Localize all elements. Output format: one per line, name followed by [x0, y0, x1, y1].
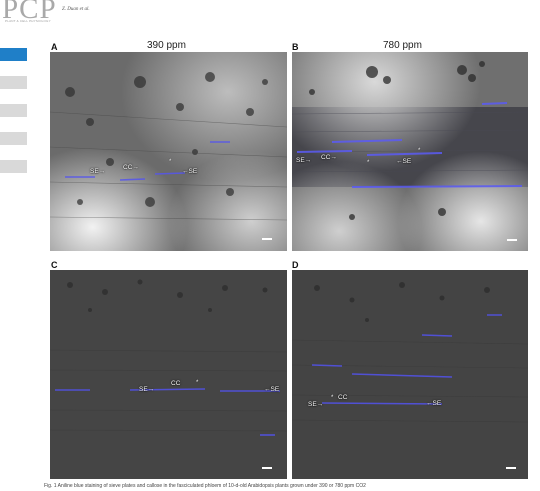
sidebar-tab-2[interactable] — [0, 76, 27, 89]
figure-caption: Fig. 1 Aniline blue staining of sieve pl… — [44, 483, 366, 489]
star-marker: * — [169, 159, 172, 165]
label-cc: CC→ — [123, 164, 139, 171]
sidebar — [0, 48, 27, 188]
sidebar-tab-5[interactable] — [0, 160, 27, 173]
micrograph-d-image — [292, 270, 528, 479]
panel-letter-a: A — [51, 42, 58, 52]
micrograph-c-image — [50, 270, 287, 479]
label-cc: CC — [171, 380, 181, 387]
sidebar-tab-3[interactable] — [0, 104, 27, 117]
panel-letter-c: C — [51, 260, 58, 270]
sidebar-tab-1[interactable] — [0, 48, 27, 61]
running-header-authors: Z. Duan et al. — [62, 7, 90, 12]
column-label-780: 780 ppm — [383, 40, 422, 51]
micrograph-panel-d: SE→ CC ←SE * — [292, 270, 528, 479]
label-se-left: SE→ — [139, 386, 155, 393]
panel-letter-d: D — [292, 260, 299, 270]
star-marker: * — [331, 395, 334, 401]
column-label-390: 390 ppm — [147, 40, 186, 51]
scale-bar — [262, 467, 272, 469]
micrograph-panel-c: SE→ CC ←SE * — [50, 270, 287, 479]
micrograph-a-image — [50, 52, 287, 251]
label-se-left: SE→ — [296, 157, 312, 164]
star-marker: * — [196, 380, 199, 386]
label-se-left: SE→ — [90, 168, 106, 175]
label-se-right: ←SE — [396, 158, 412, 165]
micrograph-panel-b: SE→ CC→ ←SE * * — [292, 52, 528, 251]
journal-logo: PCP PLANT & CELL PHYSIOLOGY — [2, 0, 64, 25]
scale-bar — [262, 238, 272, 240]
label-cc: CC→ — [321, 154, 337, 161]
panel-letter-b: B — [292, 42, 299, 52]
scale-bar — [506, 467, 516, 469]
label-cc: CC — [338, 394, 348, 401]
star-marker: * — [418, 148, 421, 154]
star-marker: * — [367, 160, 370, 166]
sidebar-tab-4[interactable] — [0, 132, 27, 145]
micrograph-b-image — [292, 52, 528, 251]
scale-bar — [507, 239, 517, 241]
label-se-left: SE→ — [308, 401, 324, 408]
logo-subtext: PLANT & CELL PHYSIOLOGY — [5, 19, 51, 23]
label-se-right: ←SE — [426, 400, 442, 407]
logo-text: PCP — [2, 0, 57, 25]
label-se-right: ←SE — [182, 168, 198, 175]
micrograph-panel-a: SE→ CC→ ←SE * — [50, 52, 287, 251]
label-se-right: ←SE — [264, 386, 280, 393]
